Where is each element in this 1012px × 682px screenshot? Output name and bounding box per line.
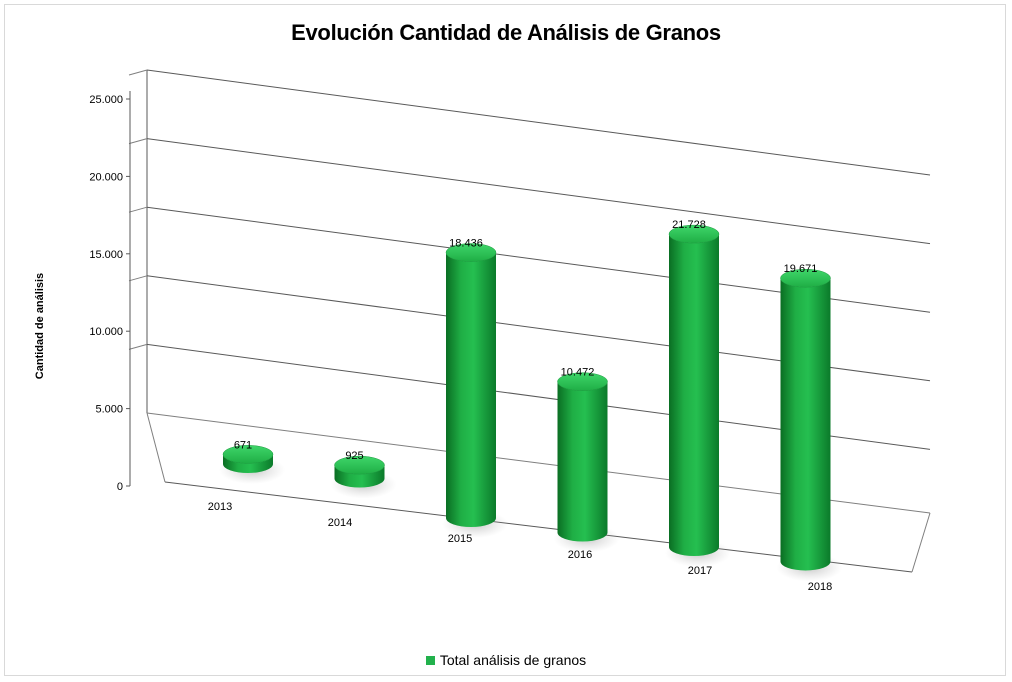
bar-2014	[334, 465, 385, 488]
gridline	[146, 138, 931, 245]
gridline-side	[128, 206, 148, 213]
bar-top-2018	[780, 268, 831, 288]
y-tick-label: 25.000	[89, 94, 123, 106]
bar-2018	[780, 278, 831, 571]
bar-2015	[446, 252, 496, 527]
side-wall	[147, 70, 165, 482]
y-tick-label: 0	[117, 481, 123, 493]
floor-left-edge	[146, 412, 166, 483]
data-label-2016: 10.472	[561, 367, 595, 379]
bar-top-2014	[334, 455, 385, 475]
bar-top-2013	[222, 445, 274, 464]
gridline-side	[128, 69, 148, 76]
data-labels: 671 925 18.436 10.472 21.728 19.671	[234, 219, 818, 462]
bar-2016	[557, 381, 608, 542]
bars	[219, 224, 843, 582]
bar-2017	[669, 234, 719, 556]
y-tick-label: 20.000	[89, 171, 123, 183]
bar-top-2017	[668, 224, 720, 244]
bar-2013	[223, 454, 273, 473]
legend-label: Total análisis de granos	[439, 652, 587, 668]
gridline	[146, 69, 931, 176]
bar-top-2015	[445, 243, 497, 262]
x-tick-label-2014: 2014	[328, 517, 352, 529]
legend-swatch	[425, 655, 435, 665]
x-tick-label-2017: 2017	[688, 565, 712, 577]
legend: Total análisis de granos	[0, 652, 1012, 668]
data-label-2014: 925	[345, 450, 363, 462]
data-label-2018: 19.671	[784, 263, 818, 275]
bar-top-2016	[557, 372, 608, 391]
y-tick-label: 5.000	[95, 404, 123, 416]
floor-right-edge	[911, 512, 931, 573]
y-tick-label: 15.000	[89, 249, 123, 261]
x-tick-label-2013: 2013	[208, 501, 232, 513]
y-axis-ticks: 0 5.000 10.000 15.000 20.000 25.000	[89, 91, 131, 493]
data-label-2015: 18.436	[449, 238, 483, 250]
y-tick-label: 10.000	[89, 326, 123, 338]
gridline-side	[128, 275, 148, 282]
data-label-2017: 21.728	[672, 219, 706, 231]
chart-title: Evolución Cantidad de Análisis de Granos	[291, 20, 721, 45]
gridline-side	[128, 343, 148, 350]
x-tick-label-2018: 2018	[808, 581, 832, 593]
data-label-2013: 671	[234, 439, 252, 451]
gridline-side	[128, 138, 148, 145]
